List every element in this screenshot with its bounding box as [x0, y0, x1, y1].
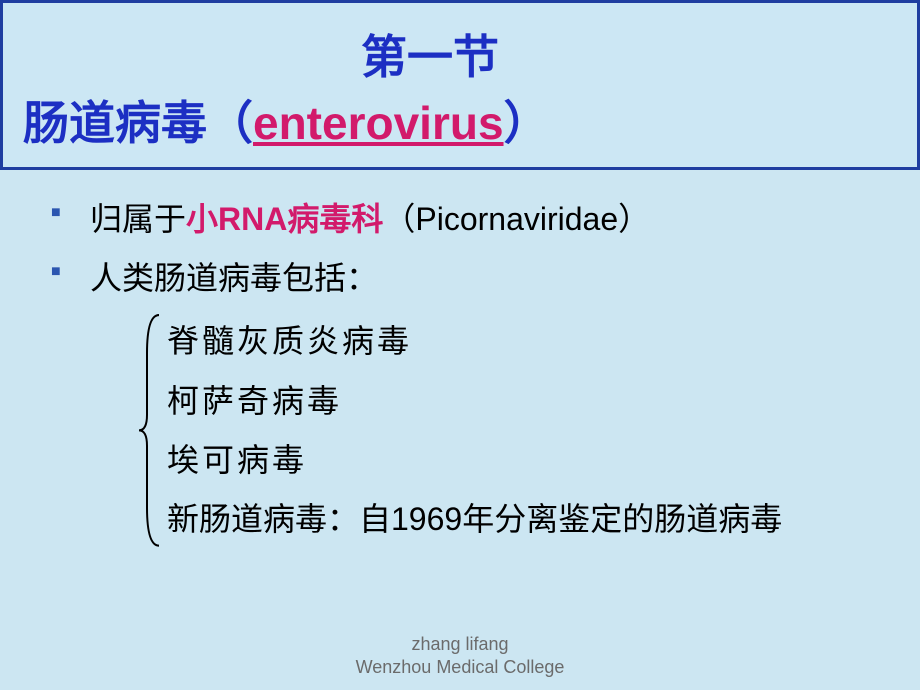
- title-line1: 第一节: [0, 21, 897, 87]
- bullet-item-1: 归属于小RNA病毒科（Picornaviridae）: [45, 194, 880, 245]
- title-line2-right: ）: [504, 97, 550, 149]
- footer-line2: Wenzhou Medical College: [0, 656, 920, 679]
- slide-title-box: 第一节 肠道病毒（enterovirus）: [0, 0, 920, 170]
- footer: zhang lifang Wenzhou Medical College: [0, 633, 920, 678]
- sub-item-2: 柯萨奇病毒: [167, 372, 880, 431]
- brace-icon: [139, 312, 163, 549]
- sub-list: 脊髓灰质炎病毒 柯萨奇病毒 埃可病毒 新肠道病毒：自1969年分离鉴定的肠道病毒: [145, 312, 880, 549]
- sub-item-1: 脊髓灰质炎病毒: [167, 312, 880, 371]
- bullet1-emphasis: 小RNA病毒科: [186, 201, 383, 237]
- slide-body: 归属于小RNA病毒科（Picornaviridae） 人类肠道病毒包括： 脊髓灰…: [0, 170, 920, 549]
- sub-item-4: 新肠道病毒：自1969年分离鉴定的肠道病毒: [167, 490, 880, 549]
- title-line2-latin: enterovirus: [253, 97, 504, 149]
- sub-item-3: 埃可病毒: [167, 431, 880, 490]
- title-line2-left: 肠道病毒（: [23, 97, 253, 149]
- bullet2-text: 人类肠道病毒包括：: [90, 260, 378, 296]
- bullet-list: 归属于小RNA病毒科（Picornaviridae） 人类肠道病毒包括：: [45, 194, 880, 304]
- bullet1-text-a: 归属于: [90, 201, 186, 237]
- slide: 第一节 肠道病毒（enterovirus） 归属于小RNA病毒科（Picorna…: [0, 0, 920, 690]
- title-line2: 肠道病毒（enterovirus）: [23, 87, 897, 153]
- bullet-item-2: 人类肠道病毒包括：: [45, 253, 880, 304]
- footer-line1: zhang lifang: [0, 633, 920, 656]
- bullet1-paren: （Picornaviridae）: [383, 201, 650, 237]
